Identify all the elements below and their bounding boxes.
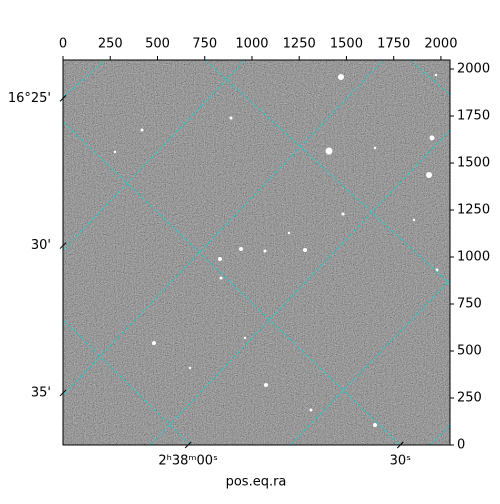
x-tick-label: 250 — [98, 37, 123, 52]
x-tick-label: 0 — [59, 37, 67, 52]
x-tick-label: 750 — [192, 37, 217, 52]
x-tick-label: 1750 — [377, 37, 410, 52]
sky-image — [63, 60, 450, 445]
dec-tick — [59, 94, 67, 102]
ra-tick-label: 30ˢ — [390, 454, 412, 469]
x-tick-label: 500 — [145, 37, 170, 52]
dec-tick-label: 30' — [31, 238, 51, 253]
x-tick-label: 1500 — [330, 37, 363, 52]
plot-frame — [62, 59, 451, 446]
y-tick-label: 1750 — [457, 109, 490, 124]
coordinate-grid — [63, 60, 450, 445]
dec-tick — [59, 242, 67, 249]
wcs-grid-line — [63, 60, 246, 251]
x-axis-label: pos.eq.ra — [226, 475, 287, 490]
dec-tick — [59, 389, 67, 397]
dec-tick-label: 16°25' — [8, 91, 51, 106]
stars — [113, 73, 439, 427]
y-tick-label: 1500 — [457, 156, 490, 171]
y-tick-label: 1000 — [457, 250, 490, 265]
wcs-grid-line — [289, 279, 450, 445]
wcs-grid-line — [204, 60, 450, 285]
y-tick-label: 2000 — [457, 62, 490, 77]
wcs-grid-line — [149, 129, 450, 445]
y-tick-label: 500 — [457, 344, 482, 359]
wcs-grid-line — [429, 424, 450, 445]
y-tick-label: 1250 — [457, 203, 490, 218]
x-tick-label: 1250 — [283, 37, 316, 52]
dec-tick-label: 35' — [31, 385, 51, 400]
ra-tick — [184, 441, 192, 449]
ra-tick — [396, 441, 404, 449]
y-tick-label: 0 — [457, 438, 465, 453]
y-tick-label: 250 — [457, 391, 482, 406]
ra-tick-label: 2ʰ38ᵐ00ˢ — [158, 454, 218, 469]
x-tick-label: 1000 — [235, 37, 268, 52]
wcs-grid-line — [63, 60, 106, 98]
wcs-grid-line — [409, 60, 450, 96]
wcs-grid-line — [63, 60, 384, 396]
x-tick-label: 2000 — [424, 37, 457, 52]
y-tick-label: 750 — [457, 297, 482, 312]
